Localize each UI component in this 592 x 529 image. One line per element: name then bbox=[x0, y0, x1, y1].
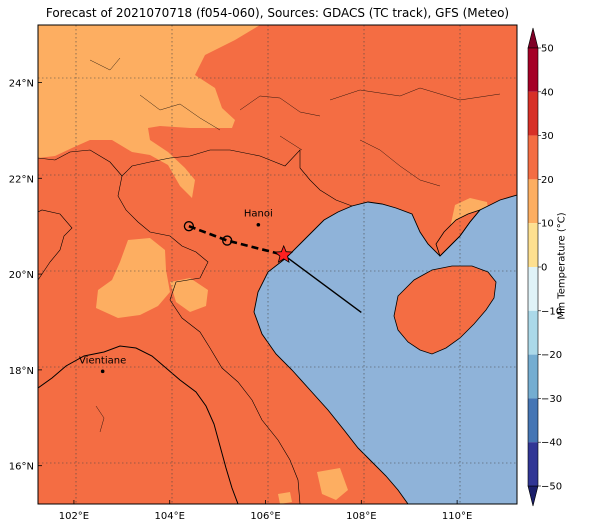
admin-lines bbox=[89, 57, 501, 433]
city-label: Hanoi bbox=[244, 209, 273, 220]
colorbar-band bbox=[528, 310, 538, 355]
lat-tick-labels: 16°N 18°N 20°N 22°N 24°N bbox=[9, 78, 42, 473]
colorbar-label: Min Temperature (°C) bbox=[556, 212, 568, 320]
lat-tick-label: 20°N bbox=[9, 270, 34, 281]
current-position-star bbox=[274, 244, 294, 264]
lon-tick-label: 106°E bbox=[250, 511, 280, 522]
colorbar-tick-label: 30 bbox=[541, 131, 554, 142]
land-band-10-20-south-a bbox=[317, 468, 348, 500]
border-laos-thailand bbox=[38, 345, 239, 504]
coastline bbox=[253, 194, 517, 504]
track-forecast-point bbox=[183, 221, 195, 232]
track-forecast-line bbox=[188, 224, 285, 257]
place-markers: Hanoi Vientiane bbox=[79, 209, 273, 374]
map-title: Forecast of 2021070718 (f054-060), Sourc… bbox=[45, 6, 510, 20]
colorbar-band bbox=[528, 398, 538, 443]
track-past-line bbox=[283, 254, 362, 313]
colorbar-band bbox=[528, 267, 538, 311]
colorbar-band bbox=[528, 442, 538, 486]
colorbar-band bbox=[528, 179, 538, 224]
track-forecast-point bbox=[222, 235, 233, 246]
colorbar-band bbox=[528, 354, 538, 399]
land-band-10-20-ne-patch bbox=[62, 85, 88, 104]
lat-tick-label: 16°N bbox=[9, 462, 34, 473]
border-laos-vietnam bbox=[117, 175, 301, 504]
lat-tick-label: 24°N bbox=[9, 78, 34, 89]
colorbar-extend-bottom bbox=[527, 485, 539, 507]
colorbar: 50 40 30 20 10 0 −10 −20 −30 −40 −50 bbox=[527, 27, 562, 507]
land-band-10-20-laos bbox=[96, 238, 170, 318]
colorbar-tick-label: 0 bbox=[541, 263, 547, 274]
land-band-10-20-plateau bbox=[170, 278, 208, 312]
colorbar-band bbox=[528, 223, 538, 267]
lat-tick-label: 18°N bbox=[9, 366, 34, 377]
border-china-vietnam bbox=[38, 149, 353, 207]
hainan-island bbox=[393, 265, 497, 355]
border-laos-thailand-north bbox=[38, 209, 73, 281]
map-area: Hanoi Vientiane bbox=[38, 25, 517, 504]
colorbar-tick-label: 20 bbox=[541, 175, 554, 186]
colorbar-tick-label: −50 bbox=[541, 482, 562, 493]
colorbar-tick-label: 10 bbox=[541, 219, 554, 230]
colorbar-band bbox=[528, 91, 538, 136]
colorbar-tick-label: −30 bbox=[541, 394, 562, 405]
city-dot bbox=[256, 222, 261, 227]
lon-tick-label: 110°E bbox=[442, 511, 472, 522]
land-band-10-20-south-b bbox=[278, 492, 292, 504]
colorbar-tick-label: −10 bbox=[541, 306, 562, 317]
map-frame bbox=[37, 24, 518, 505]
colorbar-band bbox=[528, 135, 538, 180]
land-band-10-20-north bbox=[38, 25, 260, 198]
colorbar-tick-label: 50 bbox=[541, 44, 554, 55]
lon-tick-label: 102°E bbox=[59, 511, 89, 522]
colorbar-band bbox=[528, 48, 538, 92]
city-dot bbox=[100, 369, 105, 374]
lon-tick-label: 104°E bbox=[155, 511, 185, 522]
colorbar-extend-top bbox=[527, 27, 539, 49]
colorbar-tick-label: 40 bbox=[541, 87, 554, 98]
tc-track bbox=[183, 221, 362, 313]
colorbar-tick-label: −20 bbox=[541, 350, 562, 361]
lon-tick-label: 108°E bbox=[346, 511, 376, 522]
colorbar-tick-label: −40 bbox=[541, 438, 562, 449]
lon-tick-labels: 102°E 104°E 106°E 108°E 110°E bbox=[59, 500, 472, 522]
city-label: Vientiane bbox=[79, 355, 126, 366]
lat-tick-label: 22°N bbox=[9, 174, 34, 185]
